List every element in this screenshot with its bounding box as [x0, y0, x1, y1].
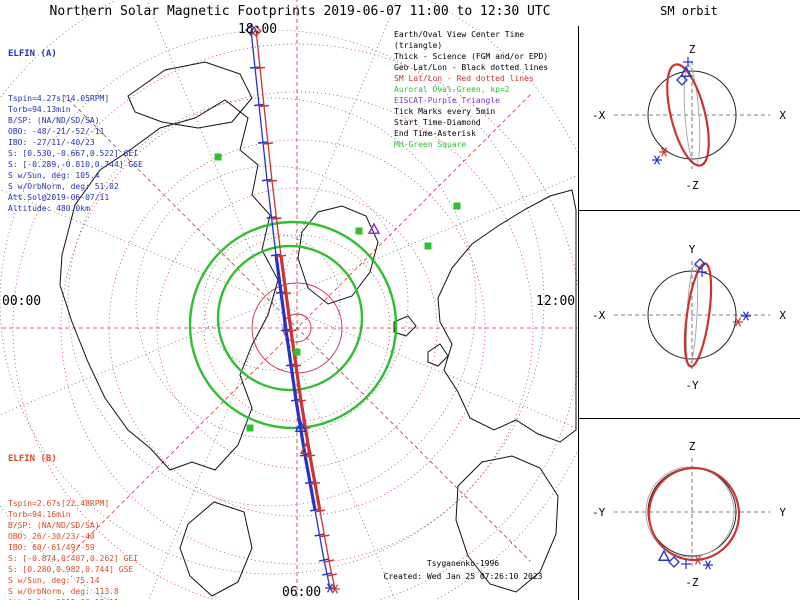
elfin-a-info-line: S w/Sun, deg: 105.4	[8, 171, 100, 180]
elfin-b-info-line: Att.Sol@: 2019-06-18/11	[8, 597, 138, 600]
legend-line: Earth/Oval View Center Time (triangle)	[394, 30, 525, 50]
legend-line: Start Time-Diamond	[394, 118, 481, 127]
panel-frame	[578, 26, 800, 600]
created-label: Created: Wed Jan 25 07:26:10 2023	[383, 572, 543, 581]
polar-map-plot	[0, 0, 578, 600]
legend-line: Thick - Science (FGM and/or EPD)	[394, 52, 549, 61]
svg-text:Y: Y	[689, 243, 696, 256]
svg-text:Z: Z	[689, 43, 696, 56]
map-legend: Earth/Oval View Center Time (triangle) Th…	[394, 29, 576, 150]
legend-line: MH-Green Square	[394, 140, 467, 149]
sm-orbit-title: SM orbit	[660, 4, 718, 18]
elfin-b-info-line: OBO: 26/-30/23/-40	[8, 532, 95, 541]
orbit-panel-1: Z -Z -X X	[592, 43, 786, 192]
elfin-a-info-line: S w/OrbNorm, deg: 51.02	[8, 182, 119, 191]
legend-line: Geo Lat/Lon - Black dotted lines	[394, 63, 549, 72]
elfin-a-label: ELFIN (A)	[8, 49, 57, 59]
orbit-panel-2: Y -Y -X X	[592, 243, 786, 392]
svg-text:Y: Y	[779, 506, 786, 519]
svg-text:-Z: -Z	[685, 179, 699, 192]
elfin-a-info-line: Altitude: 480.0km	[8, 204, 90, 213]
elfin-b-info-line: IBO: 60/-61/49/-59	[8, 543, 95, 552]
elfin-b-info-line: Tspin=2.67s[22.48RPM]	[8, 499, 110, 508]
elfin-b-info-line: S: [-0.874,0.407,0.262] GEI	[8, 554, 139, 563]
elfin-a-info-line: Att.Sol@2019-06-07/11	[8, 193, 110, 202]
elfin-a-info-line: S: [-0.289,-0.810,0.744] GSE	[8, 160, 143, 169]
coastlines	[59, 61, 577, 597]
mlt-label-00: 00:00	[2, 294, 42, 309]
elfin-b-info-line: B/SP: (NA/ND/SD/SA)	[8, 521, 100, 530]
elfin-b-info: ELFIN (B) Tspin=2.67s[22.48RPM] Torb=94.1…	[8, 432, 138, 600]
legend-line: EISCAT-Purple Triangle	[394, 96, 500, 105]
legend-line: End Time-Asterisk	[394, 129, 476, 138]
elfin-a-info-line: Tspin=4.27s[14.05RPM]	[8, 94, 110, 103]
sm-grid	[0, 0, 578, 600]
page-title: Northern Solar Magnetic Footprints 2019-…	[49, 4, 551, 19]
svg-text:-X: -X	[592, 109, 606, 122]
mlt-label-12: 12:00	[536, 294, 576, 309]
elfin-a-info-line: Torb=94.13min	[8, 105, 71, 114]
elfin-a-info-line: IBO: -27/11/-40/23	[8, 138, 95, 147]
model-label: Tsyganenko-1996	[426, 559, 500, 568]
elfin-a-info: ELFIN (A) Tspin=4.27s[14.05RPM] Torb=94.1…	[8, 27, 143, 214]
footer: Tsyganenko-1996 Created: Wed Jan 25 07:2…	[338, 557, 588, 583]
svg-text:-Y: -Y	[592, 506, 606, 519]
svg-text:X: X	[779, 109, 786, 122]
svg-text:-Y: -Y	[685, 379, 699, 392]
svg-text:X: X	[779, 309, 786, 322]
elfin-b-info-line: S w/Sun, deg: 75.14	[8, 576, 100, 585]
orbit-panel-3: Z -Z -Y Y	[592, 440, 786, 589]
elfin-b-label: ELFIN (B)	[8, 454, 57, 464]
geo-grid	[0, 0, 578, 600]
elfin-b-info-line: S: [0.280,0.982,0.744] GSE	[8, 565, 134, 574]
elfin-a-info-line: OBO: -48/-21/-52/-11	[8, 127, 105, 136]
elfin-a-info-line: S: [0.530,-0.667,0.522] GEI	[8, 149, 139, 158]
svg-text:-X: -X	[592, 309, 606, 322]
elfin-b-info-line: S w/OrbNorm, deg: 113.8	[8, 587, 119, 596]
svg-text:Z: Z	[689, 440, 696, 453]
mlt-label-06: 06:00	[282, 585, 322, 600]
footprint-tracks	[249, 29, 338, 590]
legend-line: Tick Marks every 5min	[394, 107, 496, 116]
sm-orbit-plot: Z -Z -X X Y -Y -X X Z -Z -Y Y	[578, 26, 800, 600]
svg-text:-Z: -Z	[685, 576, 699, 589]
mlt-label-18: 18:00	[238, 22, 278, 37]
map-markers	[214, 24, 461, 594]
elfin-a-info-line: B/SP: (NA/ND/SD/SA)	[8, 116, 100, 125]
legend-line: Auroral Oval-Green, kp=2	[394, 85, 510, 94]
auroral-oval	[188, 220, 398, 430]
legend-line: SM Lat/Lon - Red dotted lines	[394, 74, 534, 83]
elfin-b-info-line: Torb=94.16min	[8, 510, 71, 519]
